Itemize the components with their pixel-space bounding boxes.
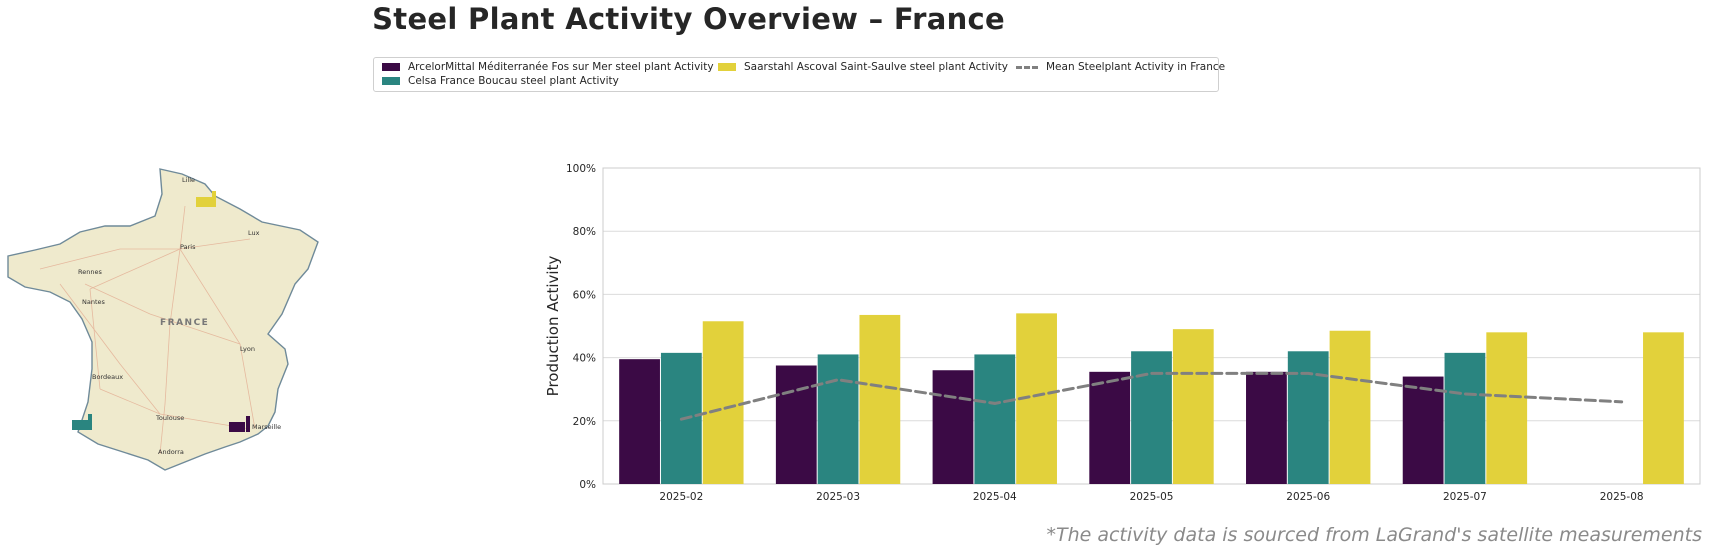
legend-swatch-arcelormittal xyxy=(382,63,400,71)
city-bordeaux: Bordeaux xyxy=(92,373,123,381)
city-lyon: Lyon xyxy=(240,345,255,353)
bar xyxy=(932,370,974,484)
bar xyxy=(1131,351,1172,484)
city-toulouse: Toulouse xyxy=(155,414,184,422)
factory-icon xyxy=(196,191,216,207)
legend-label-mean: Mean Steelplant Activity in France xyxy=(1046,61,1226,73)
legend-label-arcelormittal: ArcelorMittal Méditerranée Fos sur Mer s… xyxy=(408,61,714,73)
legend-swatch-celsa xyxy=(382,77,400,85)
bar xyxy=(1172,329,1214,484)
x-tick-label: 2025-08 xyxy=(1600,491,1644,503)
bar xyxy=(1643,332,1684,484)
bar xyxy=(817,354,859,484)
bar xyxy=(1444,352,1486,484)
bar xyxy=(775,365,817,484)
y-tick-label: 40% xyxy=(573,353,596,365)
bar xyxy=(974,354,1016,484)
bar xyxy=(1486,332,1528,484)
footnote: *The activity data is sourced from LaGra… xyxy=(1046,524,1702,546)
x-tick-label: 2025-03 xyxy=(816,491,860,503)
y-tick-label: 100% xyxy=(566,163,596,175)
x-tick-label: 2025-02 xyxy=(659,491,703,503)
y-axis-label: Production Activity xyxy=(544,256,562,397)
y-tick-label: 20% xyxy=(573,416,596,428)
bar xyxy=(1246,371,1287,484)
legend-swatch-saarstahl xyxy=(718,63,736,71)
city-lille: Lille xyxy=(182,176,195,184)
legend: ArcelorMittal Méditerranée Fos sur Mer s… xyxy=(373,57,1225,92)
bar-chart: 0% 20% 40% 60% 80% 100% Production Activity 202… xyxy=(544,163,1701,503)
bar xyxy=(859,314,901,484)
bar xyxy=(1329,330,1371,484)
bar xyxy=(1402,376,1444,484)
bar xyxy=(619,359,660,484)
legend-item-arcelormittal: ArcelorMittal Méditerranée Fos sur Mer s… xyxy=(382,61,714,73)
legend-dash-mean xyxy=(1016,65,1038,69)
legend-label-celsa: Celsa France Boucau steel plant Activity xyxy=(408,75,619,87)
x-tick-label: 2025-04 xyxy=(973,491,1017,503)
city-rennes: Rennes xyxy=(78,268,102,276)
x-tick-label: 2025-06 xyxy=(1286,491,1330,503)
legend-item-mean: Mean Steelplant Activity in France xyxy=(1016,61,1225,73)
x-tick-label: 2025-05 xyxy=(1130,491,1174,503)
france-map-svg: Lille Paris Rennes Nantes Lyon Bordeaux … xyxy=(7,168,319,471)
chart-title: Steel Plant Activity Overview – France xyxy=(372,2,1005,36)
legend-item-saarstahl: Saarstahl Ascoval Saint-Saulve steel pla… xyxy=(718,61,1008,73)
map-country-label: FRANCE xyxy=(160,318,209,328)
bar xyxy=(1287,351,1329,484)
road-network xyxy=(39,205,256,455)
legend-label-saarstahl: Saarstahl Ascoval Saint-Saulve steel pla… xyxy=(744,61,1008,73)
factory-icon xyxy=(229,416,250,432)
factory-icon xyxy=(72,414,92,430)
city-paris: Paris xyxy=(180,243,196,251)
france-map: Lille Paris Rennes Nantes Lyon Bordeaux … xyxy=(0,164,325,490)
bar xyxy=(702,321,744,484)
city-marseille: Marseille xyxy=(252,423,281,431)
y-tick-label: 0% xyxy=(579,479,596,491)
city-andorra: Andorra xyxy=(158,448,184,456)
legend-item-celsa: Celsa France Boucau steel plant Activity xyxy=(382,75,619,87)
map-city-labels: Lille Paris Rennes Nantes Lyon Bordeaux … xyxy=(78,176,281,456)
france-outline xyxy=(7,168,319,471)
y-tick-label: 60% xyxy=(573,289,596,301)
city-nantes: Nantes xyxy=(82,298,106,306)
bar xyxy=(1089,371,1131,484)
mean-line xyxy=(679,371,1624,421)
x-tick-label: 2025-07 xyxy=(1443,491,1487,503)
city-lux: Lux xyxy=(248,229,260,237)
y-tick-label: 80% xyxy=(573,226,596,238)
